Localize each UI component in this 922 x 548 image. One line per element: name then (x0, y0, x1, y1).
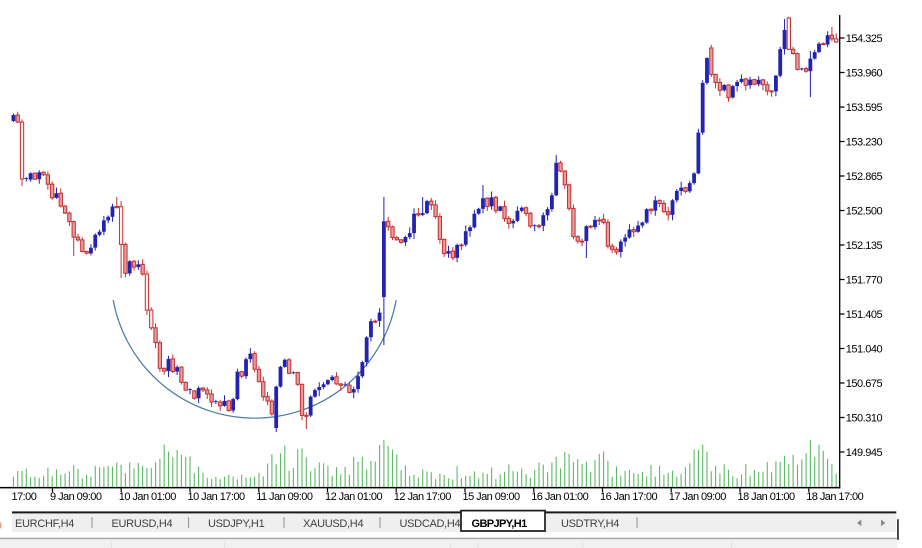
svg-text:11 Jan 09:00: 11 Jan 09:00 (256, 491, 313, 503)
svg-text:XAUUSD,H4: XAUUSD,H4 (303, 518, 363, 530)
svg-text:150.675: 150.675 (846, 378, 883, 390)
svg-text:154.325: 154.325 (846, 33, 883, 45)
svg-text:149.945: 149.945 (846, 447, 883, 459)
svg-text:9 Jan 09:00: 9 Jan 09:00 (50, 491, 102, 503)
svg-text:USDCAD,H4: USDCAD,H4 (400, 518, 461, 530)
svg-text:152.500: 152.500 (846, 205, 883, 217)
svg-text:10 Jan 01:00: 10 Jan 01:00 (119, 491, 176, 503)
svg-text:17 Jan 09:00: 17 Jan 09:00 (669, 491, 726, 503)
svg-text:12 Jan 17:00: 12 Jan 17:00 (394, 491, 451, 503)
svg-text:153.230: 153.230 (846, 136, 883, 148)
svg-text:16 Jan 17:00: 16 Jan 17:00 (600, 491, 657, 503)
svg-text:153.960: 153.960 (846, 67, 883, 79)
svg-text:12 Jan 01:00: 12 Jan 01:00 (325, 491, 382, 503)
svg-text:152.135: 152.135 (846, 240, 883, 252)
svg-text:150.310: 150.310 (846, 412, 883, 424)
svg-text:151.770: 151.770 (846, 274, 883, 286)
svg-text:153.595: 153.595 (846, 102, 883, 114)
svg-text:17:00: 17:00 (12, 491, 37, 503)
svg-text:USDTRY,H4: USDTRY,H4 (561, 518, 619, 530)
svg-text:EURUSD,H4: EURUSD,H4 (112, 518, 173, 530)
svg-text:16 Jan 01:00: 16 Jan 01:00 (531, 491, 588, 503)
svg-text:15 Jan 09:00: 15 Jan 09:00 (463, 491, 520, 503)
svg-text:10 Jan 17:00: 10 Jan 17:00 (188, 491, 245, 503)
svg-text:GBPJPY,H1: GBPJPY,H1 (472, 518, 528, 530)
svg-text:151.405: 151.405 (846, 309, 883, 321)
svg-text:USDJPY,H1: USDJPY,H1 (208, 518, 265, 530)
svg-text:152.865: 152.865 (846, 171, 883, 183)
svg-text:151.040: 151.040 (846, 343, 883, 355)
svg-text:18 Jan 01:00: 18 Jan 01:00 (738, 491, 795, 503)
svg-text:EURCHF,H4: EURCHF,H4 (15, 518, 74, 530)
svg-text:18 Jan 17:00: 18 Jan 17:00 (806, 491, 863, 503)
